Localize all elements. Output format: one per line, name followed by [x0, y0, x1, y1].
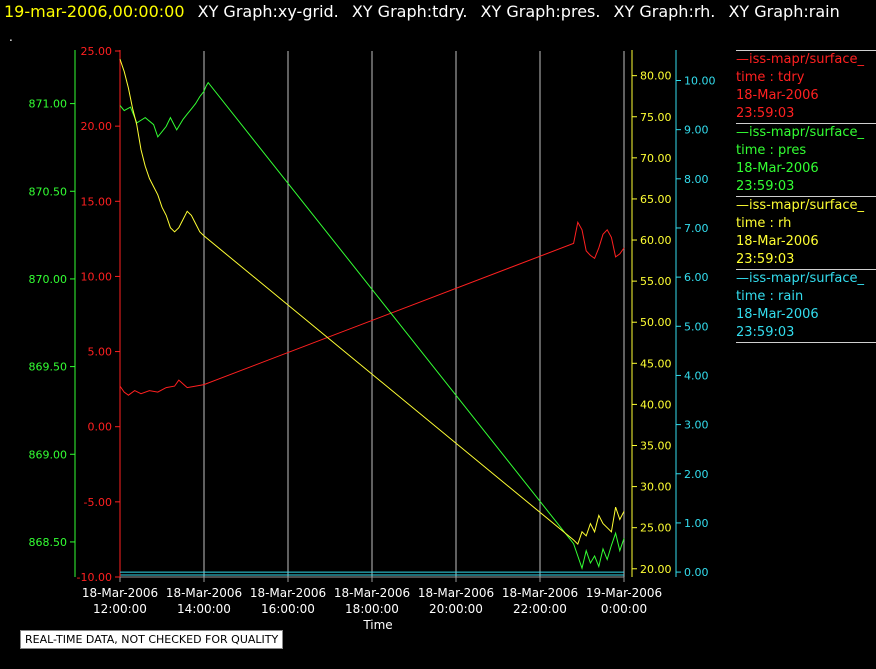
legend-field: time : rain: [736, 289, 804, 304]
legend-entry-pres[interactable]: —iss-mapr/surface_ time : pres 18-Mar-20…: [736, 123, 876, 196]
y-tick-label-rh: 40.00: [640, 398, 672, 411]
y-tick-label-tdry: 15.00: [81, 195, 113, 208]
y-tick-label-pres: 870.50: [29, 185, 68, 198]
y-tick-label-rh: 45.00: [640, 357, 672, 370]
quality-notice: REAL-TIME DATA, NOT CHECKED FOR QUALITY: [20, 630, 284, 649]
y-tick-label-tdry: 25.00: [81, 45, 113, 58]
graph-title-rain: XY Graph:rain: [728, 2, 840, 21]
x-tick-label-time: 16:00:00: [261, 602, 315, 616]
legend-date: 18-Mar-2006: [736, 234, 819, 249]
y-tick-label-pres: 869.50: [29, 361, 68, 374]
y-tick-label-rain: 4.00: [684, 369, 709, 382]
y-tick-label-rain: 3.00: [684, 419, 709, 432]
y-tick-label-pres: 869.00: [29, 448, 68, 461]
y-tick-label-rh: 80.00: [640, 70, 672, 83]
y-tick-label-tdry: 10.00: [81, 270, 113, 283]
legend-source: —iss-mapr/surface_: [736, 125, 865, 140]
y-tick-label-rain: 9.00: [684, 124, 709, 137]
x-tick-label-time: 0:00:00: [601, 602, 647, 616]
y-tick-label-rain: 7.00: [684, 222, 709, 235]
x-tick-label-time: 18:00:00: [345, 602, 399, 616]
legend-time: 23:59:03: [736, 106, 795, 121]
legend-date: 18-Mar-2006: [736, 161, 819, 176]
y-tick-label-rh: 50.00: [640, 316, 672, 329]
y-tick-label-pres: 871.00: [29, 98, 68, 111]
y-tick-label-rh: 20.00: [640, 563, 672, 576]
legend-source: —iss-mapr/surface_: [736, 271, 865, 286]
y-tick-label-tdry: -10.00: [77, 571, 112, 584]
x-tick-label-date: 18-Mar-2006: [250, 586, 326, 600]
y-tick-label-rh: 25.00: [640, 522, 672, 535]
series-line-tdry: [119, 220, 625, 396]
legend-time: 23:59:03: [736, 179, 795, 194]
y-tick-label-rain: 8.00: [684, 173, 709, 186]
graph-title-xy-grid: XY Graph:xy-grid.: [197, 2, 339, 21]
y-tick-label-rh: 75.00: [640, 111, 672, 124]
y-tick-label-tdry: 5.00: [88, 346, 113, 359]
y-tick-label-rh: 70.00: [640, 152, 672, 165]
x-tick-label-date: 19-Mar-2006: [586, 586, 662, 600]
graph-title-pres: XY Graph:pres.: [480, 2, 601, 21]
legend-entry-rain[interactable]: —iss-mapr/surface_ time : rain 18-Mar-20…: [736, 269, 876, 342]
x-tick-label-time: 14:00:00: [177, 602, 231, 616]
title-bar: 19-mar-2006,00:00:00 XY Graph:xy-grid. X…: [4, 2, 876, 26]
legend-field: time : tdry: [736, 70, 805, 85]
timestamp: 19-mar-2006,00:00:00: [4, 2, 185, 21]
y-tick-label-pres: 868.50: [29, 536, 68, 549]
legend-field: time : pres: [736, 143, 807, 158]
y-tick-label-tdry: -5.00: [84, 496, 112, 509]
y-tick-label-rh: 65.00: [640, 193, 672, 206]
x-tick-label-date: 18-Mar-2006: [502, 586, 578, 600]
y-tick-label-rain: 1.00: [684, 517, 709, 530]
status-dot: .: [9, 30, 13, 44]
x-axis-label: Time: [362, 618, 392, 632]
legend-source: —iss-mapr/surface_: [736, 198, 865, 213]
legend-bottom-rule: [736, 342, 876, 343]
y-tick-label-rh: 60.00: [640, 234, 672, 247]
legend-field: time : rh: [736, 216, 792, 231]
y-tick-label-rain: 10.00: [684, 74, 716, 87]
x-tick-label-time: 20:00:00: [429, 602, 483, 616]
series-line-pres: [119, 81, 625, 570]
y-tick-label-rh: 30.00: [640, 481, 672, 494]
y-tick-label-rh: 55.00: [640, 275, 672, 288]
legend-entry-rh[interactable]: —iss-mapr/surface_ time : rh 18-Mar-2006…: [736, 196, 876, 269]
legend-time: 23:59:03: [736, 252, 795, 267]
y-tick-label-rh: 35.00: [640, 440, 672, 453]
y-tick-label-rain: 5.00: [684, 320, 709, 333]
y-tick-label-rain: 0.00: [684, 566, 709, 579]
x-tick-label-time: 12:00:00: [93, 602, 147, 616]
x-tick-label-time: 22:00:00: [513, 602, 567, 616]
y-tick-label-tdry: 20.00: [81, 120, 113, 133]
legend-date: 18-Mar-2006: [736, 88, 819, 103]
series-line-rh: [119, 59, 625, 546]
graph-title-rh: XY Graph:rh.: [613, 2, 716, 21]
graph-title-tdry: XY Graph:tdry.: [351, 2, 468, 21]
x-tick-label-date: 18-Mar-2006: [82, 586, 158, 600]
legend-time: 23:59:03: [736, 325, 795, 340]
y-tick-label-rain: 2.00: [684, 468, 709, 481]
legend-date: 18-Mar-2006: [736, 307, 819, 322]
legend-entry-tdry[interactable]: —iss-mapr/surface_ time : tdry 18-Mar-20…: [736, 50, 876, 123]
legend: —iss-mapr/surface_ time : tdry 18-Mar-20…: [736, 50, 876, 343]
x-tick-label-date: 18-Mar-2006: [418, 586, 494, 600]
y-tick-label-tdry: 0.00: [88, 421, 113, 434]
y-tick-label-pres: 870.00: [29, 273, 68, 286]
x-tick-label-date: 18-Mar-2006: [166, 586, 242, 600]
legend-source: —iss-mapr/surface_: [736, 52, 865, 67]
y-tick-label-rain: 6.00: [684, 271, 709, 284]
x-tick-label-date: 18-Mar-2006: [334, 586, 410, 600]
